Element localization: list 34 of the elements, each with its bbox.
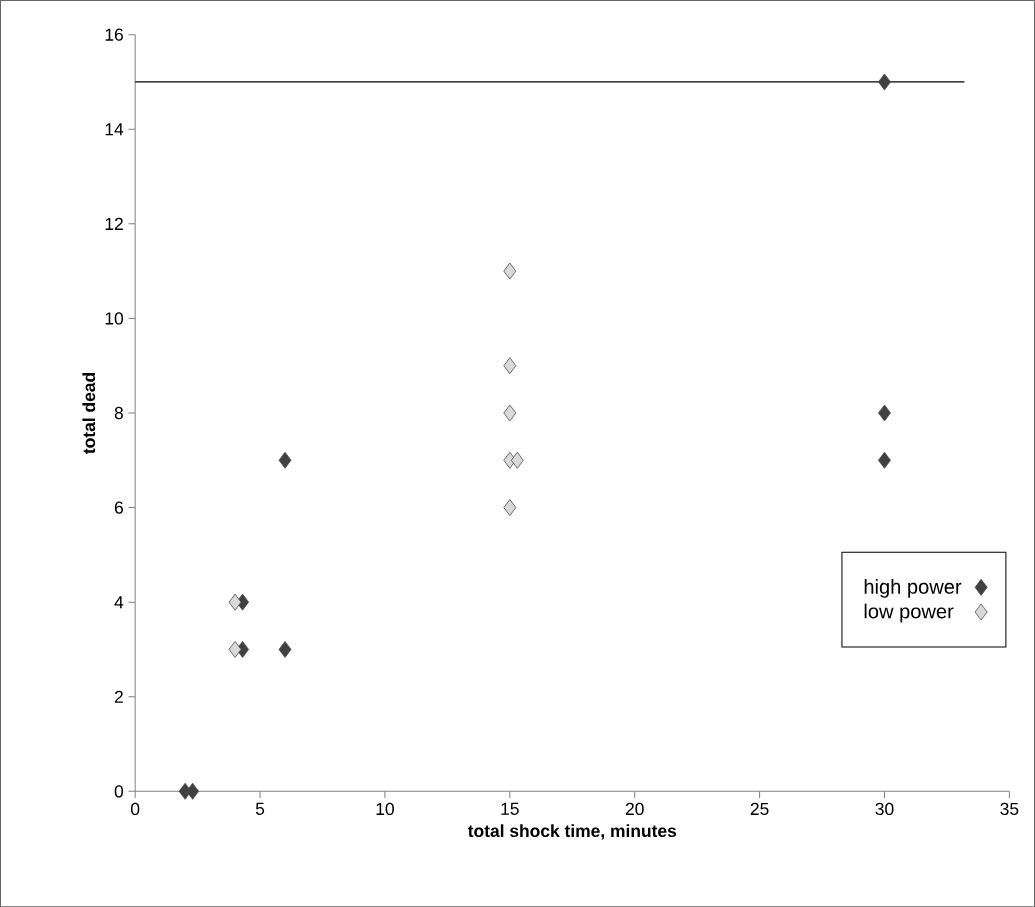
point [186, 782, 200, 800]
point [278, 640, 292, 658]
point [503, 357, 517, 374]
x-tick-label: 30 [875, 802, 894, 815]
y-tick-label: 16 [105, 28, 123, 41]
x-tick-label: 35 [1000, 802, 1019, 815]
y-tick-label: 0 [114, 784, 124, 798]
y-tick-label: 10 [105, 312, 124, 325]
y-tick-label: 6 [114, 501, 123, 514]
point [878, 73, 891, 91]
point [878, 404, 891, 422]
point [228, 593, 242, 611]
point [503, 498, 517, 516]
y-tick-label: 8 [114, 406, 123, 419]
point [278, 451, 292, 469]
y-tick-label: 4 [114, 595, 124, 608]
y-axis-title: total dead [82, 372, 96, 454]
point [510, 451, 524, 469]
point [503, 262, 517, 280]
point [878, 451, 891, 469]
point [503, 404, 517, 422]
x-tick-label: 15 [501, 802, 519, 815]
x-tick-label: 0 [130, 802, 140, 815]
y-tick-label: 14 [105, 123, 124, 136]
legend-label: low power [864, 603, 954, 623]
x-tick-label: 10 [376, 802, 394, 815]
y-tick-label: 12 [105, 217, 123, 230]
x-axis-title: total shock time, minutes [467, 824, 677, 840]
x-tick-label: 5 [255, 802, 265, 815]
y-tick-label: 2 [114, 690, 123, 703]
x-tick-label: 25 [750, 802, 769, 815]
point [228, 640, 242, 658]
legend-label: high power [864, 578, 962, 598]
x-tick-label: 20 [625, 802, 644, 815]
